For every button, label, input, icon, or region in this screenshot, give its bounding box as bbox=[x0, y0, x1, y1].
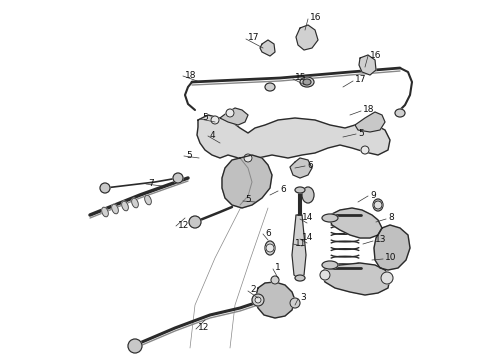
Ellipse shape bbox=[112, 204, 118, 214]
Ellipse shape bbox=[295, 275, 305, 281]
Ellipse shape bbox=[300, 77, 314, 87]
Circle shape bbox=[244, 154, 252, 162]
Polygon shape bbox=[260, 40, 275, 56]
Circle shape bbox=[255, 297, 261, 303]
Ellipse shape bbox=[102, 207, 108, 217]
Text: 8: 8 bbox=[388, 213, 394, 222]
Circle shape bbox=[211, 116, 219, 124]
Text: 16: 16 bbox=[310, 13, 321, 22]
Polygon shape bbox=[296, 25, 318, 50]
Ellipse shape bbox=[295, 187, 305, 193]
Ellipse shape bbox=[395, 109, 405, 117]
Text: 5: 5 bbox=[186, 150, 192, 159]
Polygon shape bbox=[330, 208, 382, 238]
Polygon shape bbox=[290, 158, 312, 178]
Circle shape bbox=[266, 244, 274, 252]
Circle shape bbox=[320, 270, 330, 280]
Text: 2: 2 bbox=[250, 285, 256, 294]
Ellipse shape bbox=[145, 195, 151, 205]
Polygon shape bbox=[374, 225, 410, 270]
Ellipse shape bbox=[302, 187, 314, 203]
Ellipse shape bbox=[265, 83, 275, 91]
Polygon shape bbox=[222, 155, 272, 208]
Polygon shape bbox=[355, 112, 385, 132]
Polygon shape bbox=[292, 215, 306, 278]
Ellipse shape bbox=[322, 214, 338, 222]
Circle shape bbox=[381, 272, 393, 284]
Text: 5: 5 bbox=[358, 129, 364, 138]
Ellipse shape bbox=[265, 241, 275, 255]
Text: 6: 6 bbox=[280, 185, 286, 194]
Polygon shape bbox=[359, 55, 376, 75]
Text: 5: 5 bbox=[245, 195, 251, 204]
Text: 7: 7 bbox=[148, 179, 154, 188]
Circle shape bbox=[100, 183, 110, 193]
Text: 18: 18 bbox=[363, 105, 374, 114]
Text: 11: 11 bbox=[295, 238, 307, 248]
Polygon shape bbox=[255, 282, 295, 318]
Text: 3: 3 bbox=[300, 293, 306, 302]
Circle shape bbox=[271, 276, 279, 284]
Circle shape bbox=[374, 201, 382, 209]
Text: 14: 14 bbox=[302, 213, 314, 222]
Ellipse shape bbox=[122, 201, 128, 211]
Polygon shape bbox=[220, 108, 248, 125]
Ellipse shape bbox=[132, 198, 138, 208]
Ellipse shape bbox=[373, 199, 383, 211]
Circle shape bbox=[173, 173, 183, 183]
Text: 18: 18 bbox=[185, 71, 196, 80]
Text: 15: 15 bbox=[295, 73, 307, 82]
Circle shape bbox=[226, 109, 234, 117]
Text: 4: 4 bbox=[210, 130, 216, 139]
Text: 6: 6 bbox=[307, 161, 313, 170]
Ellipse shape bbox=[322, 261, 338, 269]
Text: 1: 1 bbox=[275, 264, 281, 273]
Circle shape bbox=[189, 216, 201, 228]
Text: 16: 16 bbox=[370, 50, 382, 59]
Text: 17: 17 bbox=[248, 33, 260, 42]
Text: 13: 13 bbox=[375, 235, 387, 244]
Circle shape bbox=[290, 298, 300, 308]
Text: 12: 12 bbox=[198, 324, 209, 333]
Text: 12: 12 bbox=[178, 220, 189, 230]
Circle shape bbox=[361, 146, 369, 154]
Text: 5: 5 bbox=[202, 113, 208, 122]
Ellipse shape bbox=[303, 79, 311, 85]
Polygon shape bbox=[197, 115, 390, 160]
Circle shape bbox=[128, 339, 142, 353]
Text: 9: 9 bbox=[370, 190, 376, 199]
Circle shape bbox=[252, 294, 264, 306]
Text: 10: 10 bbox=[385, 253, 396, 262]
Text: 6: 6 bbox=[265, 229, 271, 238]
Text: 14: 14 bbox=[302, 234, 314, 243]
Polygon shape bbox=[322, 263, 390, 295]
Text: 17: 17 bbox=[355, 76, 367, 85]
